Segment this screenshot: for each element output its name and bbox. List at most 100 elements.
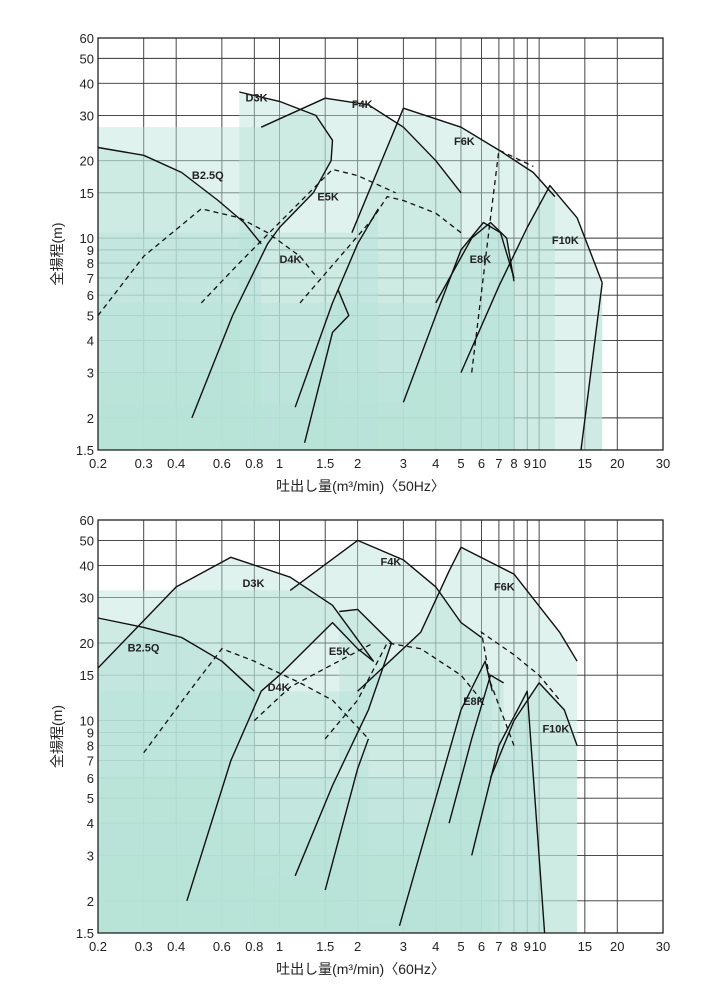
x-tick-label: 9 [524, 456, 531, 471]
curve-B2.5Q [97, 617, 255, 692]
x-tick-label: 0.6 [213, 456, 231, 471]
y-axis-title: 全揚程(m) [49, 223, 65, 286]
y-axis-title: 全揚程(m) [49, 705, 65, 768]
x-tick-label: 2 [354, 456, 361, 471]
series-label: D3K [242, 578, 264, 590]
curve-D4K-lower [303, 289, 350, 443]
x-tick-label: 5 [457, 939, 464, 954]
curve-E5K-lower [294, 208, 379, 408]
curve-B2.5Q [97, 146, 262, 245]
area-D3K [98, 91, 333, 450]
area-F4K [98, 540, 482, 933]
area-F4K [98, 98, 461, 451]
y-tick-label: 10 [80, 231, 94, 246]
curve-F10K-lower [580, 282, 603, 451]
area-B2.5Q [98, 618, 255, 933]
area-E8K-lower [98, 661, 493, 933]
series-label: D4K [268, 682, 290, 694]
y-tick-label: 3 [87, 366, 94, 381]
area-D4K-lower [98, 738, 369, 933]
x-tick-label: 0.2 [89, 939, 107, 954]
x-tick-label: 3 [400, 456, 407, 471]
x-tick-label: 0.4 [167, 939, 185, 954]
x-tick-label: 0.8 [245, 456, 263, 471]
y-tick-label: 2 [87, 411, 94, 426]
curve-F4K [289, 539, 482, 639]
x-axis-title: 吐出し量(m³/min)〈60Hz〉 [276, 961, 445, 977]
x-tick-label: 5 [457, 456, 464, 471]
x-tick-label: 10 [532, 456, 546, 471]
y-tick-label: 5 [87, 309, 94, 324]
curve-E5K [200, 168, 396, 304]
y-tick-label: 20 [80, 636, 94, 651]
y-tick-label: 8 [87, 256, 94, 271]
curve-D4K [143, 647, 369, 754]
series-label: E8K [463, 696, 484, 708]
y-tick-label: 50 [80, 51, 94, 66]
curve-F4K [260, 97, 462, 194]
series-label: D3K [246, 92, 268, 104]
x-tick-label: 6 [478, 939, 485, 954]
curve-E5K-lower [294, 608, 393, 877]
series-label: B2.5Q [128, 643, 160, 655]
series-label: B2.5Q [192, 170, 224, 182]
curve-E8K-lower [402, 221, 515, 403]
curve-E8K [299, 195, 462, 304]
series-label: E5K [317, 192, 338, 204]
x-tick-label: 0.2 [89, 456, 107, 471]
y-tick-label: 30 [80, 108, 94, 123]
y-tick-label: 15 [80, 186, 94, 201]
y-tick-label: 20 [80, 154, 94, 169]
area-E5K-lower [98, 208, 379, 450]
y-tick-label: 4 [87, 816, 94, 831]
x-tick-label: 6 [478, 456, 485, 471]
series-label: F4K [381, 556, 402, 568]
y-tick-label: 40 [80, 76, 94, 91]
x-tick-label: 4 [432, 456, 439, 471]
curve-D3K [191, 91, 334, 419]
x-tick-label: 10 [532, 939, 546, 954]
x-tick-label: 1 [276, 456, 283, 471]
x-tick-label: 9 [524, 939, 531, 954]
curve-F6K-lower [435, 221, 515, 304]
y-tick-label: 3 [87, 848, 94, 863]
x-tick-label: 1.5 [316, 939, 334, 954]
area-F10K [98, 185, 603, 450]
y-tick-label: 50 [80, 533, 94, 548]
shaded-operating-area [98, 91, 603, 451]
x-tick-label: 8 [510, 456, 517, 471]
y-tick-label: 10 [80, 714, 94, 729]
x-tick-label: 7 [495, 456, 502, 471]
series-label: E5K [329, 646, 350, 658]
y-tick-label: 4 [87, 333, 94, 348]
y-tick-label: 7 [87, 754, 94, 769]
area-F6K [98, 108, 555, 451]
y-tick-label: 5 [87, 791, 94, 806]
y-tick-label: 60 [80, 31, 94, 46]
curve-F10K-dash [471, 149, 534, 373]
chart-panel-bottom: B2.5Q D3K D4K E5K F4K E8K F6K F10K 0.2 0.3 0.4 0.6 0… [49, 513, 670, 977]
area-F10K-lower [98, 691, 545, 933]
x-axis-title: 吐出し量(m³/min)〈50Hz〉 [276, 478, 445, 494]
x-tick-label: 0.3 [135, 939, 153, 954]
x-tick-label: 20 [610, 939, 624, 954]
y-tick-label: 6 [87, 288, 94, 303]
chart-panel-top: B2.5Q D3K D4K E5K F4K E8K F6K F10K 0.2 0.3 0.4 0.6 0… [49, 31, 670, 494]
y-tick-label: 40 [80, 558, 94, 573]
area-E5K-lower [98, 609, 392, 933]
series-label: F4K [352, 99, 373, 111]
series-label: F10K [542, 723, 569, 735]
area-F10K [98, 682, 578, 933]
y-tick-label: 9 [87, 243, 94, 258]
plot-frame [97, 37, 664, 451]
x-tick-label: 0.6 [213, 939, 231, 954]
x-tick-label: 1.5 [316, 456, 334, 471]
series-label: D4K [279, 254, 301, 266]
x-tick-label: 15 [578, 939, 592, 954]
curve-E8K-lower [398, 660, 493, 926]
x-tick-label: 4 [432, 939, 439, 954]
curve-E8K [324, 642, 483, 740]
area-B2.5Q [98, 147, 262, 451]
x-tick-label: 8 [510, 939, 517, 954]
